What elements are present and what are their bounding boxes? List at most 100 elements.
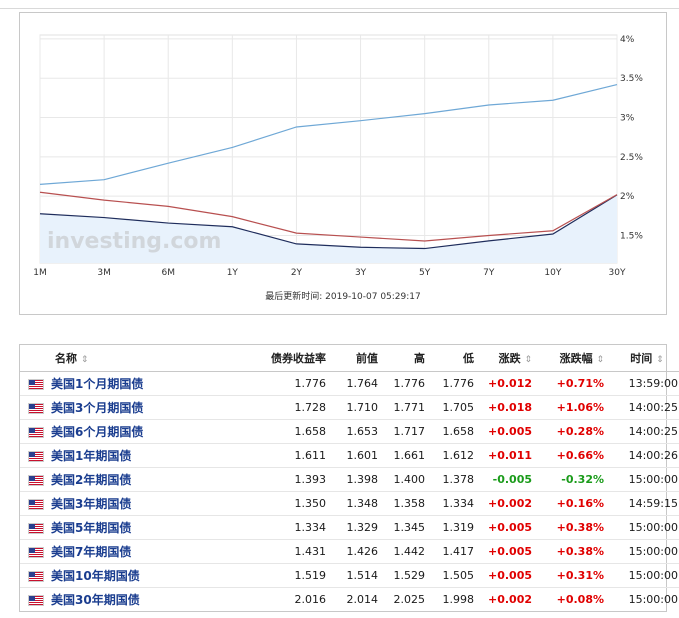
change-cell: +0.005 bbox=[480, 419, 538, 444]
change-pct-cell: +1.06% bbox=[538, 395, 610, 420]
bond-name-link[interactable]: 美国10年期国债 bbox=[51, 569, 140, 583]
bond-name-link[interactable]: 美国3年期国债 bbox=[51, 497, 132, 511]
yield-cell: 1.728 bbox=[210, 395, 332, 420]
header-chg[interactable]: 涨跌 ⇕ bbox=[480, 345, 538, 372]
time-cell: 15:00:00 bbox=[610, 539, 679, 564]
low-cell: 1.378 bbox=[431, 467, 480, 492]
change-pct-cell: +0.16% bbox=[538, 491, 610, 516]
table-row[interactable]: 美国1年期国债 1.611 1.601 1.661 1.612 +0.011 +… bbox=[20, 443, 679, 468]
top-strip bbox=[0, 0, 679, 9]
yield-cell: 2.016 bbox=[294, 593, 327, 606]
last-updated-time: 2019-10-07 05:29:17 bbox=[325, 292, 421, 302]
header-name-label: 名称 bbox=[55, 352, 77, 365]
change-cell: +0.005 bbox=[480, 563, 538, 588]
x-tick-label: 3Y bbox=[355, 268, 367, 278]
bond-name-link[interactable]: 美国3个月期国债 bbox=[51, 401, 144, 415]
time-cell: 14:59:15 bbox=[610, 491, 679, 516]
change-cell: -0.005 bbox=[480, 467, 538, 492]
yield-cell: 1.393 bbox=[210, 467, 332, 492]
x-tick-label: 1M bbox=[33, 268, 47, 278]
header-prev-label: 前值 bbox=[356, 352, 378, 365]
y-tick-label: 4% bbox=[620, 35, 635, 45]
change-pct-cell: +0.28% bbox=[538, 419, 610, 444]
bond-name-link[interactable]: 美国1个月期国债 bbox=[51, 377, 144, 391]
high-cell: 1.358 bbox=[384, 491, 431, 516]
prev-cell: 1.601 bbox=[332, 443, 384, 468]
high-cell: 1.776 bbox=[384, 371, 431, 396]
yield-cell: 1.350 bbox=[210, 491, 332, 516]
change-cell: +0.005 bbox=[480, 539, 538, 564]
prev-cell: 1.348 bbox=[332, 491, 384, 516]
sort-icon: ⇕ bbox=[524, 355, 532, 365]
bond-name-link[interactable]: 美国2年期国债 bbox=[51, 473, 132, 487]
bond-name-link[interactable]: 美国5年期国债 bbox=[51, 521, 132, 535]
x-tick-label: 30Y bbox=[609, 268, 626, 278]
investing-watermark: investing.com bbox=[47, 229, 221, 254]
high-cell: 1.529 bbox=[384, 563, 431, 588]
sort-icon: ⇕ bbox=[656, 355, 664, 365]
change-pct-cell: +0.66% bbox=[538, 443, 610, 468]
y-tick-label: 2% bbox=[620, 192, 635, 202]
yield-curve-chart: 4% 3.5% 3% 2.5% 2% 1.5% 1M 3M 6M 1Y 2Y 3Y 5Y 7Y 10Y 30Y… bbox=[19, 12, 667, 315]
header-chg-pct[interactable]: 涨跌幅 ⇕ bbox=[538, 345, 610, 372]
us-flag-icon bbox=[28, 426, 44, 438]
header-time[interactable]: 时间 ⇕ bbox=[610, 345, 679, 372]
table-row[interactable]: 美国30年期国债 2.016 2.014 2.025 1.998 +0.002 … bbox=[20, 588, 679, 612]
prev-cell: 1.426 bbox=[332, 539, 384, 564]
header-name[interactable]: 名称 ⇕ bbox=[51, 345, 210, 372]
low-cell: 1.417 bbox=[431, 539, 480, 564]
change-pct-cell: +0.38% bbox=[538, 539, 610, 564]
x-tick-label: 10Y bbox=[544, 268, 561, 278]
high-cell: 1.345 bbox=[384, 515, 431, 540]
x-tick-label: 3M bbox=[97, 268, 111, 278]
last-updated-label: 最后更新时间: bbox=[265, 292, 323, 302]
low-cell: 1.612 bbox=[431, 443, 480, 468]
us-flag-icon bbox=[28, 474, 44, 486]
table-row[interactable]: 美国1个月期国债 1.776 1.764 1.776 1.776 +0.012 … bbox=[20, 371, 679, 396]
us-flag-icon bbox=[28, 522, 44, 534]
x-tick-label: 6M bbox=[161, 268, 175, 278]
table-row[interactable]: 美国5年期国债 1.334 1.329 1.345 1.319 +0.005 +… bbox=[20, 515, 679, 540]
sort-icon: ⇕ bbox=[80, 355, 89, 365]
prev-cell: 1.710 bbox=[332, 395, 384, 420]
time-cell: 14:00:25 bbox=[610, 395, 679, 420]
low-cell: 1.319 bbox=[431, 515, 480, 540]
header-high[interactable]: 高 bbox=[384, 345, 431, 372]
chart-canvas: 4% 3.5% 3% 2.5% 2% 1.5% 1M 3M 6M 1Y 2Y 3Y 5Y 7Y 10Y 30Y… bbox=[33, 34, 643, 278]
y-tick-label: 2.5% bbox=[620, 153, 643, 163]
table-row[interactable]: 美国3年期国债 1.350 1.348 1.358 1.334 +0.002 +… bbox=[20, 491, 679, 516]
change-cell: +0.018 bbox=[480, 395, 538, 420]
bond-name-link[interactable]: 美国1年期国债 bbox=[51, 449, 132, 463]
low-cell: 1.776 bbox=[431, 371, 480, 396]
table-row[interactable]: 美国7年期国债 1.431 1.426 1.442 1.417 +0.005 +… bbox=[20, 539, 679, 564]
header-low[interactable]: 低 bbox=[431, 345, 480, 372]
us-flag-icon bbox=[28, 378, 44, 390]
header-prev[interactable]: 前值 bbox=[332, 345, 384, 372]
table-row[interactable]: 美国6个月期国债 1.658 1.653 1.717 1.658 +0.005 … bbox=[20, 419, 679, 444]
time-cell: 15:00:00 bbox=[628, 593, 678, 606]
x-tick-label: 1Y bbox=[227, 268, 239, 278]
bond-name-link[interactable]: 美国7年期国债 bbox=[51, 545, 132, 559]
table-row[interactable]: 美国10年期国债 1.519 1.514 1.529 1.505 +0.005 … bbox=[20, 563, 679, 588]
time-cell: 15:00:00 bbox=[610, 467, 679, 492]
header-yield[interactable]: 债券收益率 bbox=[210, 345, 332, 372]
high-cell: 1.771 bbox=[384, 395, 431, 420]
bond-table: 名称 ⇕ 债券收益率 前值 高 低 涨跌 ⇕ 涨跌幅 ⇕ 时间 ⇕ 美国1个月期… bbox=[20, 345, 679, 611]
header-flag bbox=[20, 345, 51, 372]
us-flag-icon bbox=[28, 594, 44, 606]
us-flag-icon bbox=[28, 498, 44, 510]
bond-name-link[interactable]: 美国30年期国债 bbox=[51, 593, 140, 607]
header-low-label: 低 bbox=[463, 352, 474, 365]
change-cell: +0.002 bbox=[487, 593, 532, 606]
prev-cell: 1.764 bbox=[332, 371, 384, 396]
bond-name-link[interactable]: 美国6个月期国债 bbox=[51, 425, 144, 439]
yield-cell: 1.658 bbox=[210, 419, 332, 444]
y-tick-label: 3% bbox=[620, 114, 635, 124]
low-cell: 1.658 bbox=[431, 419, 480, 444]
change-cell: +0.012 bbox=[480, 371, 538, 396]
table-row[interactable]: 美国3个月期国债 1.728 1.710 1.771 1.705 +0.018 … bbox=[20, 395, 679, 420]
table-row[interactable]: 美国2年期国债 1.393 1.398 1.400 1.378 -0.005 -… bbox=[20, 467, 679, 492]
change-pct-cell: +0.08% bbox=[556, 593, 604, 606]
yield-cell: 1.611 bbox=[210, 443, 332, 468]
y-tick-label: 1.5% bbox=[620, 231, 643, 241]
